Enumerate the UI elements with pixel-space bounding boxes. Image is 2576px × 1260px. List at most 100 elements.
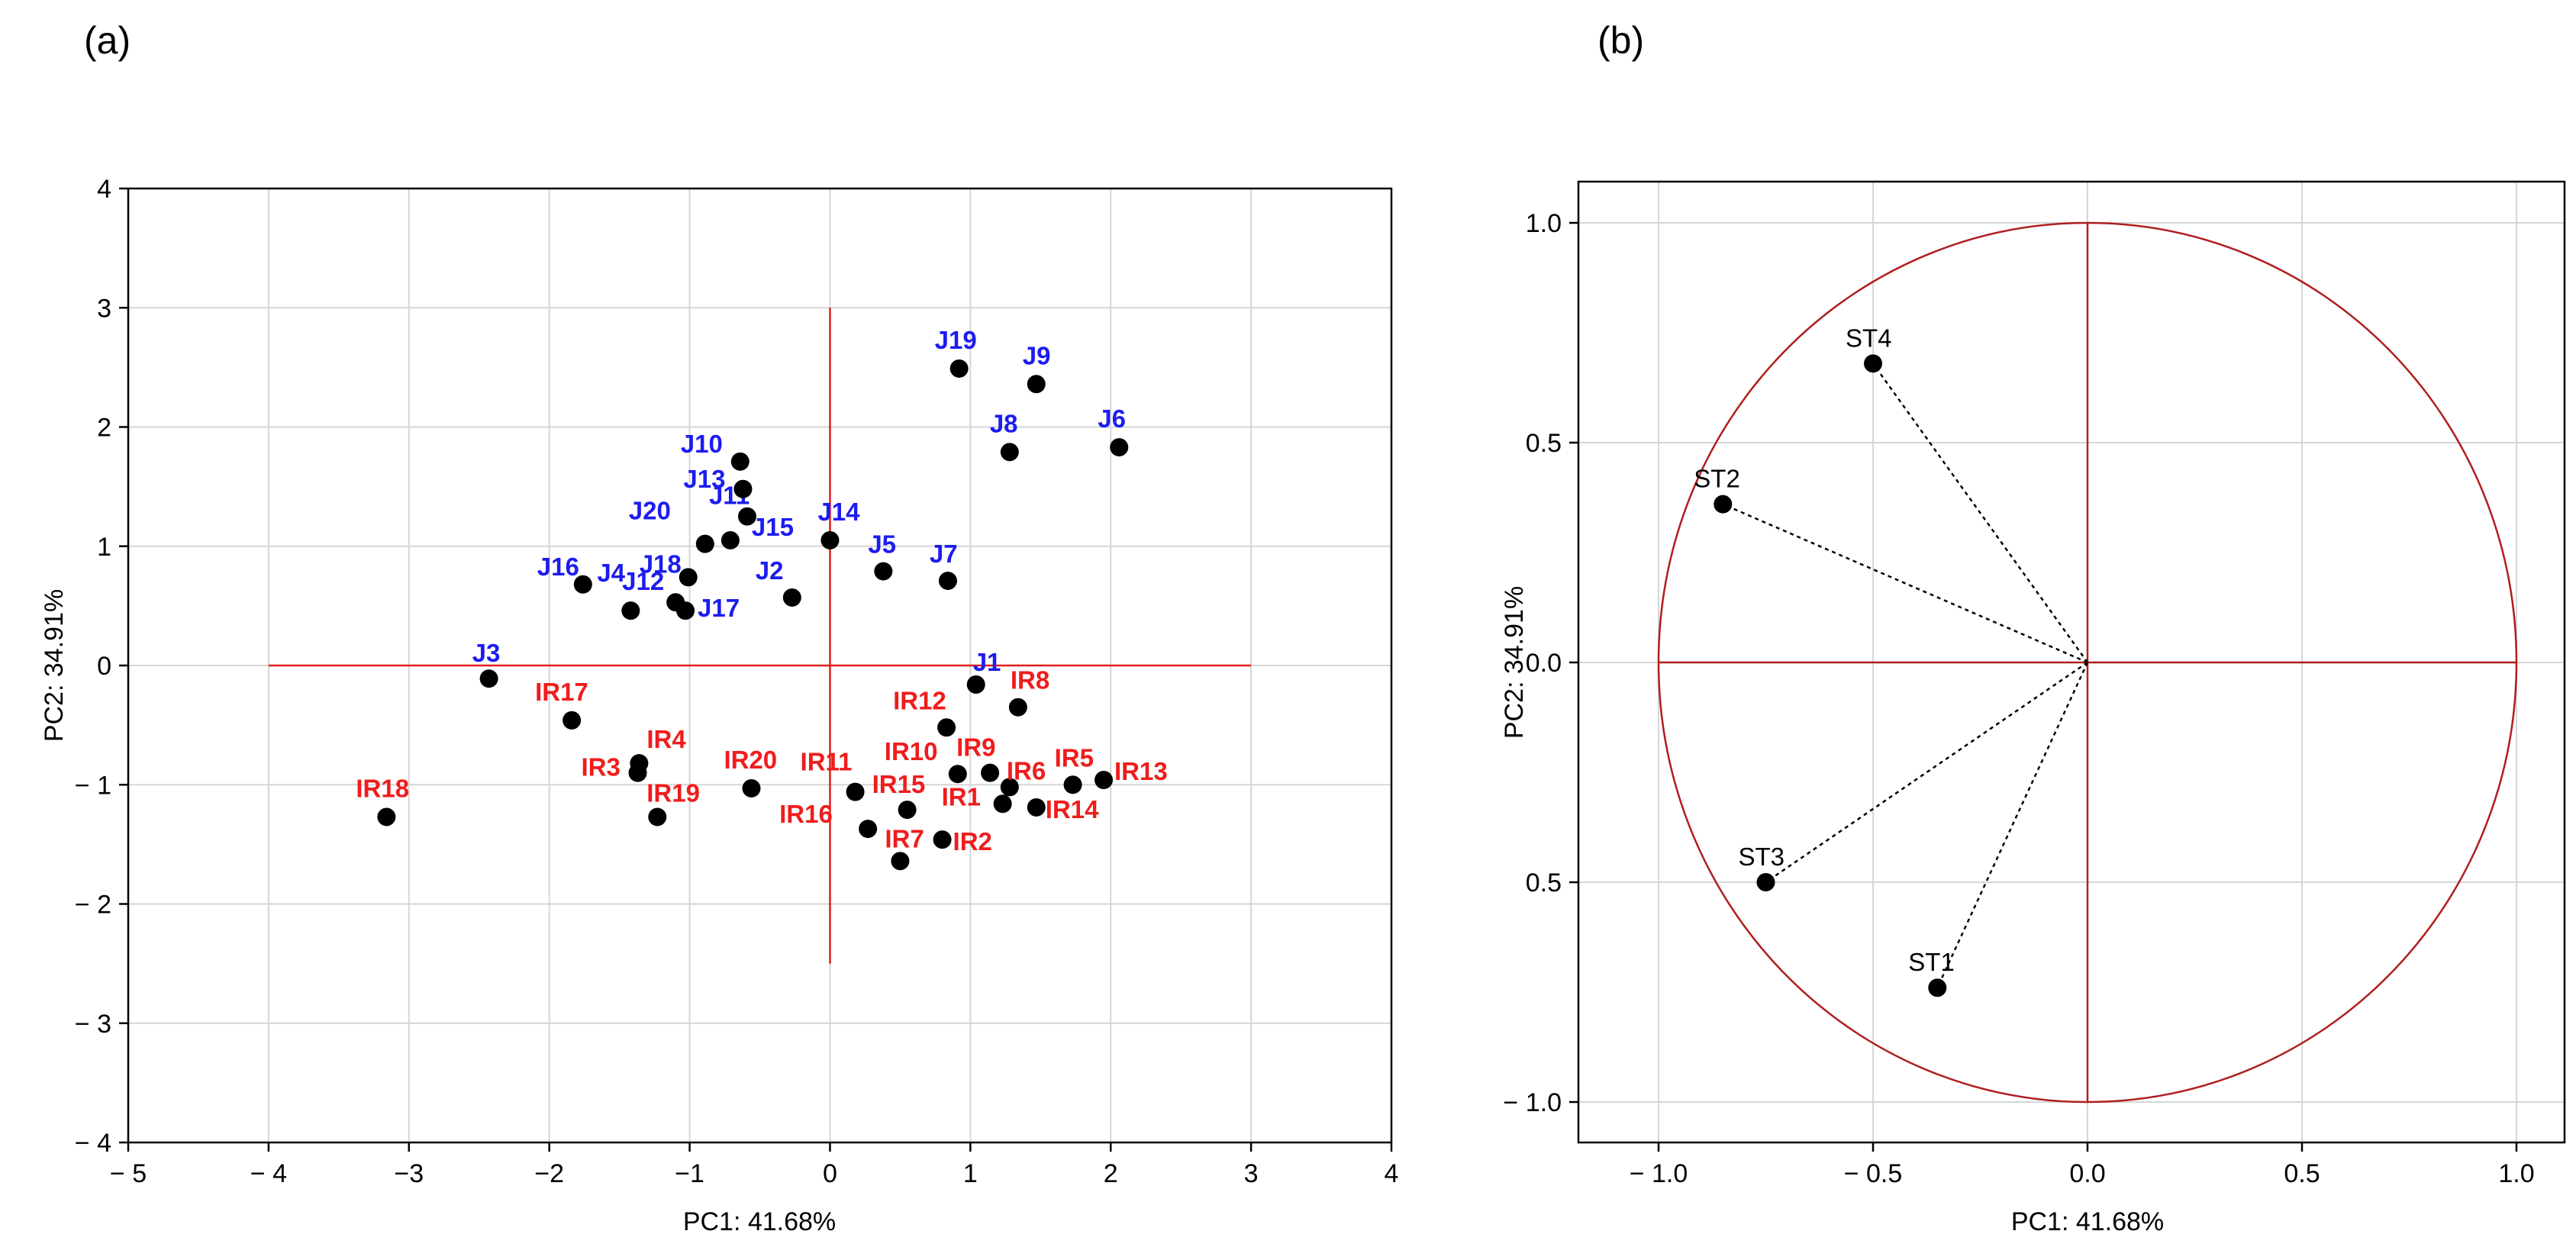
point-label-j5: J5: [868, 530, 896, 559]
point-ir6: [1000, 778, 1019, 797]
point-label-ir15: IR15: [872, 770, 926, 798]
point-ir8: [1008, 698, 1027, 717]
panel-a-y-tick-label: 1: [97, 533, 111, 562]
point-j8: [1000, 443, 1019, 462]
panel-a-x-tick-label: 2: [1104, 1159, 1118, 1188]
point-label-ir19: IR19: [646, 778, 700, 807]
loading-vector-st4: [1872, 363, 2089, 663]
point-ir12: [937, 718, 956, 737]
point-j10: [730, 452, 750, 471]
point-j13: [733, 479, 753, 498]
point-label-ir7: IR7: [885, 824, 924, 852]
point-j1: [966, 675, 985, 694]
point-j2: [782, 588, 801, 607]
variable-label-st1: ST1: [1908, 948, 1955, 976]
point-ir19: [648, 807, 667, 827]
point-label-j14: J14: [817, 498, 860, 526]
point-ir18: [377, 807, 396, 827]
point-label-ir16: IR16: [779, 800, 833, 828]
point-label-ir11: IR11: [801, 748, 853, 776]
point-label-j6: J6: [1098, 404, 1126, 433]
point-j5: [874, 562, 893, 581]
panel-a-y-tick-label: 2: [97, 414, 111, 443]
point-ir2: [933, 830, 952, 849]
panel-b-correlation-circle: (b) − 1.0 − 0.5 0.0 0.5 1.0 1.0 0.5 0.0 0.5 − 1.0…: [1500, 19, 2566, 1236]
loading-vector-st2: [1722, 503, 2088, 664]
variable-point-st3: [1756, 873, 1775, 891]
panel-b-x-tick-label: 0.5: [2284, 1159, 2320, 1188]
point-j4: [621, 601, 640, 620]
point-j3: [479, 669, 498, 688]
panel-b-x-tick-label: − 1.0: [1630, 1159, 1688, 1188]
point-ir1: [993, 794, 1012, 814]
point-label-ir18: IR18: [356, 774, 409, 802]
point-j18: [679, 568, 698, 587]
panel-a-y-tick-label: − 3: [75, 1010, 111, 1039]
point-j6: [1110, 438, 1129, 457]
point-ir5: [1063, 775, 1082, 794]
point-label-j2: J2: [756, 556, 784, 585]
panel-b-y-tick-label: − 1.0: [1503, 1088, 1562, 1117]
point-label-j7: J7: [930, 540, 958, 568]
panel-b-y-tick-label: 0.5: [1526, 868, 1562, 897]
point-label-j15: J15: [752, 513, 794, 541]
point-label-j17: J17: [698, 594, 740, 622]
point-label-ir12: IR12: [893, 686, 946, 714]
panel-a-y-tick-label: 0: [97, 652, 111, 681]
point-label-j20: J20: [629, 497, 671, 525]
variable-point-st2: [1714, 495, 1733, 514]
panel-a-x-tick-label: 1: [963, 1159, 978, 1188]
point-j11: [737, 507, 756, 526]
point-label-ir6: IR6: [1007, 756, 1046, 785]
panel-a-x-tick-label: 3: [1244, 1159, 1259, 1188]
panel-a-y-tick-label: 4: [97, 175, 111, 204]
panel-b-x-tick-label: 1.0: [2498, 1159, 2534, 1188]
panel-a-x-tick-label: −2: [534, 1159, 564, 1188]
point-j20: [695, 534, 714, 553]
point-label-ir14: IR14: [1046, 795, 1099, 823]
point-label-j1: J1: [973, 648, 1001, 676]
panel-a-x-tick-label: − 4: [250, 1159, 287, 1188]
point-j15: [721, 530, 740, 549]
point-label-ir13: IR13: [1114, 757, 1168, 785]
point-label-ir8: IR8: [1011, 666, 1049, 694]
panel-a-y-tick-label: 3: [97, 294, 111, 323]
point-label-j9: J9: [1023, 341, 1051, 369]
panel-a-label: (a): [84, 19, 131, 62]
point-ir10: [948, 765, 967, 784]
point-label-j10: J10: [681, 430, 723, 458]
panel-a-y-tick-label: − 2: [75, 891, 111, 920]
point-label-ir2: IR2: [953, 827, 992, 856]
point-j16: [573, 575, 592, 594]
point-label-j19: J19: [935, 326, 977, 354]
panel-b-y-axis-title: PC2: 34.91%: [1500, 586, 1529, 739]
point-j19: [949, 359, 969, 378]
variable-label-st2: ST2: [1694, 465, 1740, 493]
point-label-ir1: IR1: [942, 782, 981, 810]
point-label-ir20: IR20: [724, 746, 777, 774]
point-j7: [938, 572, 957, 591]
point-label-ir5: IR5: [1055, 743, 1094, 772]
point-ir9: [981, 763, 1000, 782]
point-ir16: [859, 820, 878, 839]
point-label-j4: J4: [597, 559, 625, 587]
point-label-ir9: IR9: [956, 733, 995, 762]
variable-point-st1: [1928, 978, 1947, 997]
panel-a-x-tick-label: 0: [823, 1159, 837, 1188]
panel-b-x-tick-label: 0.0: [2069, 1159, 2105, 1188]
loading-vector-st1: [1936, 662, 2089, 988]
panel-a-x-axis-title: PC1: 41.68%: [683, 1207, 836, 1236]
variable-label-st4: ST4: [1846, 324, 1892, 352]
point-label-j13: J13: [683, 465, 725, 493]
point-ir15: [898, 801, 917, 820]
panel-a-x-tick-label: − 5: [110, 1159, 147, 1188]
panel-a-x-tick-label: −3: [394, 1159, 424, 1188]
point-label-j8: J8: [990, 409, 1018, 437]
point-ir17: [563, 711, 582, 730]
variable-point-st4: [1864, 354, 1882, 373]
panel-a-x-tick-label: 4: [1385, 1159, 1399, 1188]
point-label-j12: J12: [622, 567, 664, 595]
panel-a-y-axis-title: PC2: 34.91%: [40, 589, 69, 742]
panel-a-y-tick-label: − 1: [75, 771, 111, 800]
